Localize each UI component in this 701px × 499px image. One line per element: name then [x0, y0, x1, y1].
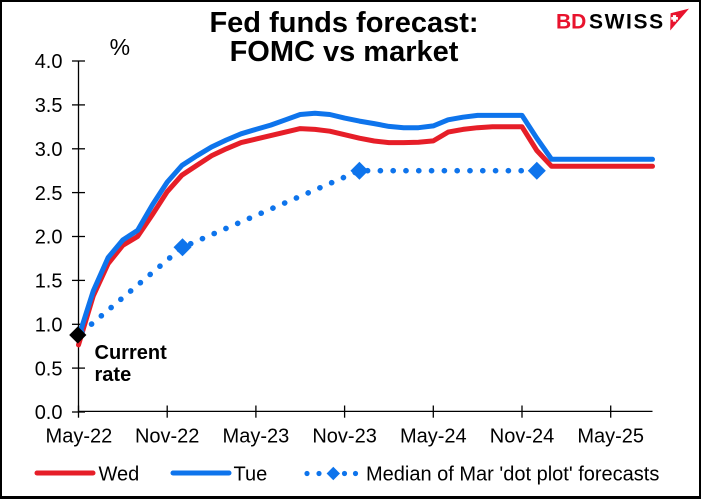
svg-text:Wed: Wed: [99, 464, 140, 486]
svg-text:rate: rate: [95, 364, 132, 386]
svg-text:0.0: 0.0: [35, 402, 63, 424]
svg-text:SWISS: SWISS: [589, 10, 665, 33]
svg-text:Nov-23: Nov-23: [312, 426, 376, 448]
svg-text:May-24: May-24: [400, 426, 467, 448]
svg-text:FOMC vs market: FOMC vs market: [230, 36, 459, 68]
svg-text:BD: BD: [556, 10, 586, 33]
svg-text:May-22: May-22: [46, 426, 113, 448]
svg-text:May-25: May-25: [577, 426, 644, 448]
svg-text:3.5: 3.5: [35, 95, 63, 117]
svg-text:Fed funds forecast:: Fed funds forecast:: [209, 7, 478, 39]
svg-text:1.0: 1.0: [35, 315, 63, 337]
svg-text:Tue: Tue: [234, 464, 268, 486]
svg-text:Nov-22: Nov-22: [135, 426, 199, 448]
svg-text:Median of Mar 'dot plot' forec: Median of Mar 'dot plot' forecasts: [366, 464, 659, 486]
svg-text:0.5: 0.5: [35, 358, 63, 380]
svg-text:4.0: 4.0: [35, 51, 63, 73]
svg-text:Current: Current: [95, 342, 168, 364]
svg-text:3.0: 3.0: [35, 139, 63, 161]
svg-text:1.5: 1.5: [35, 271, 63, 293]
svg-text:Nov-24: Nov-24: [490, 426, 554, 448]
svg-text:May-23: May-23: [223, 426, 290, 448]
svg-text:2.0: 2.0: [35, 227, 63, 249]
svg-text:2.5: 2.5: [35, 183, 63, 205]
svg-text:%: %: [110, 34, 130, 60]
